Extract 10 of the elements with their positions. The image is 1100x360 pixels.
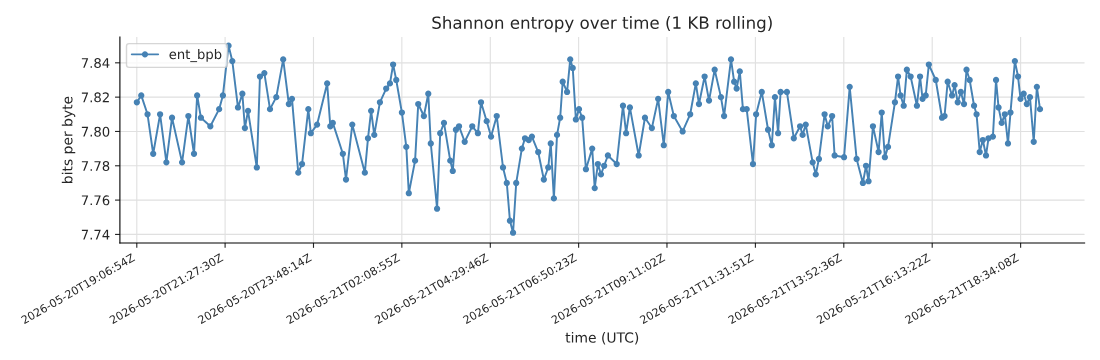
x-axis-title: time (UTC) xyxy=(565,332,639,345)
y-tick-label: 7.80 xyxy=(81,126,110,137)
y-tick-label: 7.82 xyxy=(81,92,109,103)
y-tick-label: 7.74 xyxy=(81,229,110,240)
chart-title: Shannon entropy over time (1 KB rolling) xyxy=(432,16,772,33)
y-tick-label: 7.78 xyxy=(81,161,110,171)
y-tick-label: 7.84 xyxy=(81,58,110,69)
legend-label: ent_bpb xyxy=(169,48,222,63)
y-axis-title: bits per byte xyxy=(61,96,76,183)
y-tick-label: 7.76 xyxy=(81,195,110,206)
